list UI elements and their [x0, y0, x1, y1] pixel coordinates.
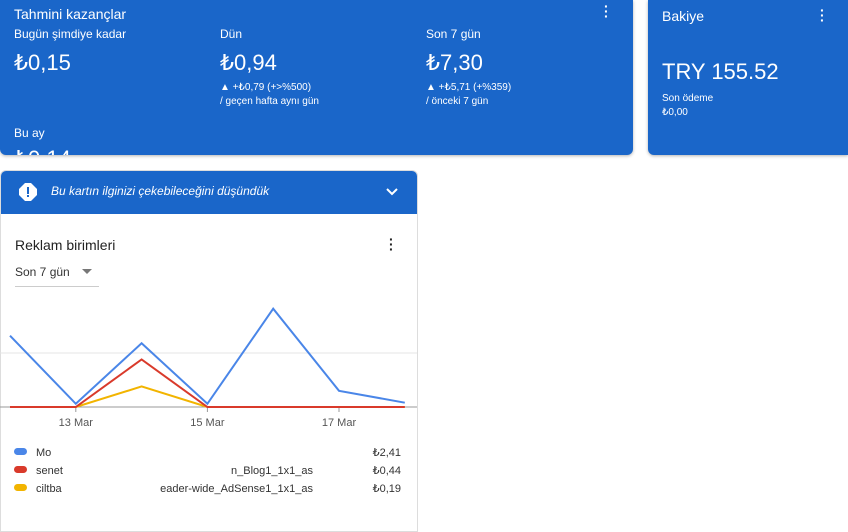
label: Bugün şimdiye kadar [14, 27, 127, 41]
legend-name-tail: n_Blog1_1x1_as [231, 465, 313, 477]
legend-total: ₺2,41 [373, 447, 401, 459]
change: ▲ +₺0,79 (+>%500) [220, 82, 312, 93]
earnings-card: Tahmini kazançlar · · · Bugün şimdiye kada… [0, 0, 633, 155]
value: TRY 155.52 [662, 59, 779, 84]
balance-card: Bakiye · · · TRY 155.52 Son ödeme ₺0,00 [648, 0, 848, 155]
legend-name: senet [36, 465, 63, 477]
value: ₺0,94 [220, 50, 277, 75]
menu[interactable]: · · · [389, 231, 394, 257]
arrow [82, 269, 92, 274]
banner[interactable]: Bu kartın ilginizi çekebileceğini düşünd… [1, 171, 417, 214]
period: Son 7 gün [15, 265, 70, 279]
x-tick-label: 15 Mar [190, 417, 225, 429]
series-line [10, 358, 405, 408]
note: / önceki 7 gün [426, 96, 489, 107]
chart: 13 Mar 15 Mar 17 Mar Mo ₺2,41 senet n_Blog1_1x… [0, 307, 417, 495]
menu[interactable]: · · · [820, 2, 825, 28]
legend-name: ciltba [36, 483, 63, 495]
banner-text: Bu kartın ilginizi çekebileceğini düşünd… [51, 184, 270, 198]
card-title: Reklam birimleri [15, 237, 116, 253]
legend-total: ₺0,44 [373, 465, 401, 477]
value: ₺7,30 [426, 50, 483, 75]
note: / geçen hafta aynı gün [220, 96, 319, 107]
label: Dün [220, 27, 243, 41]
legend-swatch [14, 448, 27, 455]
x-tick-label: 13 Mar [59, 417, 94, 429]
label: Bu ay [14, 126, 45, 140]
legend-total: ₺0,19 [373, 483, 401, 495]
label: Son 7 gün [426, 27, 481, 41]
card-title: Tahmini kazançlar [14, 6, 127, 22]
legend-swatch [14, 466, 27, 473]
legend-name-tail: eader-wide_AdSense1_1x1_as [160, 483, 313, 495]
period-select[interactable]: Son 7 gün [15, 265, 99, 287]
legend-name: Mo [36, 447, 51, 459]
icon [19, 183, 37, 201]
menu[interactable]: · · · [604, 0, 609, 24]
card-title: Bakiye [662, 8, 705, 24]
series-line [9, 307, 405, 406]
value: ₺0,00 [662, 107, 688, 118]
legend-swatch [14, 484, 27, 491]
label: Son ödeme [662, 93, 714, 104]
value: ₺0,14 [14, 146, 71, 155]
change: ▲ +₺5,71 (+%359) [426, 82, 512, 93]
x-tick-label: 17 Mar [322, 417, 357, 429]
chevron[interactable] [385, 187, 399, 197]
units-card: Bu kartın ilginizi çekebileceğini düşünd… [0, 170, 418, 532]
value: ₺0,15 [14, 50, 71, 75]
